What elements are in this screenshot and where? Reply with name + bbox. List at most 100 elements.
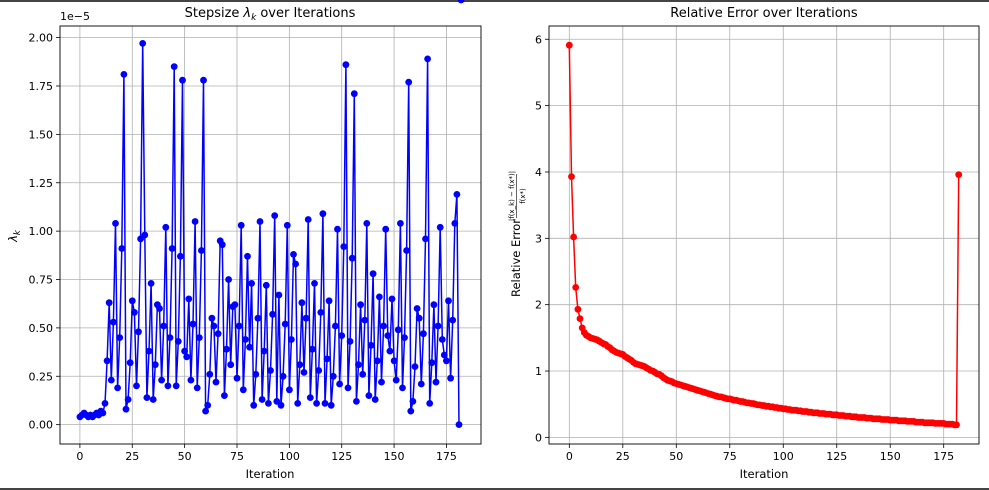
stepsize-data-point (420, 330, 427, 338)
stepsize-data-point (151, 361, 159, 369)
relative-error-x-tick-label: 0 (566, 450, 573, 463)
stepsize-data-point (195, 334, 203, 341)
stepsize-data-point (451, 220, 459, 227)
stepsize-data-point (206, 370, 214, 378)
stepsize-data-point (432, 378, 440, 386)
stepsize-data-point (438, 336, 446, 343)
stepsize-data-point (327, 401, 335, 409)
relative-error-ticks: 0 25 50 75 100 125 150 175 0 1 2 3 4 5 6 (535, 33, 954, 463)
stepsize-data-point (158, 376, 166, 384)
stepsize-data-point (392, 376, 400, 384)
stepsize-data-point (365, 392, 373, 399)
stepsize-data-point (174, 338, 182, 345)
relative-error-data-point (568, 173, 575, 181)
stepsize-data-point (185, 295, 193, 303)
stepsize-data-point (112, 220, 119, 227)
stepsize-data-point (407, 407, 415, 415)
stepsize-data-point (424, 55, 431, 63)
stepsize-data-point (191, 218, 199, 225)
stepsize-data-point (317, 309, 325, 316)
relative-error-data-point (576, 315, 584, 322)
stepsize-data-point (143, 394, 151, 401)
stepsize-data-point (114, 384, 121, 392)
stepsize-data-point (223, 345, 230, 353)
stepsize-data-point (252, 370, 260, 378)
relative-error-series-line (568, 45, 960, 426)
stepsize-data-point (447, 374, 454, 382)
stepsize-data-point (373, 357, 381, 365)
relative-error-y-axis-denominator: f(x*) (519, 188, 527, 204)
relative-error-data-point (572, 284, 580, 291)
stepsize-data-point (426, 400, 434, 407)
stepsize-data-point (237, 221, 245, 229)
stepsize-x-axis-label: Iteration (246, 467, 295, 481)
stepsize-data-point (254, 314, 262, 322)
relative-error-y-axis-numerator: |f(x_k) − f(x*)| (508, 171, 516, 221)
relative-error-y-axis-text: Relative Error (509, 219, 523, 297)
stepsize-data-point (346, 338, 354, 345)
stepsize-data-point (415, 314, 423, 322)
relative-error-chart: 0 25 50 75 100 125 150 175 0 1 2 3 4 5 6 Relative Erro… (508, 6, 980, 481)
stepsize-data-point (338, 332, 346, 339)
relative-error-title: Relative Error over Iterations (670, 6, 858, 21)
stepsize-data-point (168, 245, 176, 252)
stepsize-data-point (279, 372, 287, 380)
stepsize-data-point (147, 280, 155, 287)
relative-error-x-tick-label: 125 (826, 450, 847, 463)
relative-error-data-point (570, 233, 577, 241)
stepsize-data-point (390, 357, 398, 365)
stepsize-y-axis-subscript: k (13, 229, 23, 235)
stepsize-data-point (311, 280, 318, 287)
stepsize-data-point (231, 301, 239, 309)
stepsize-data-point (457, 0, 465, 4)
stepsize-data-point (357, 301, 364, 309)
stepsize-data-point (214, 330, 222, 338)
stepsize-y-tick-label: 1.00 (29, 225, 54, 238)
stepsize-data-point (204, 401, 212, 409)
stepsize-chart: 0 25 50 75 100 125 150 175 0.00 0.25 0.50 0.75 1.00 1… (6, 0, 482, 481)
stepsize-data-point (369, 270, 377, 278)
relative-error-data-point (565, 41, 573, 49)
stepsize-data-point (363, 220, 371, 227)
stepsize-data-point (198, 247, 205, 254)
stepsize-data-point (208, 314, 216, 322)
stepsize-data-point (262, 281, 270, 289)
relative-error-data-point (574, 305, 582, 313)
stepsize-data-point (445, 297, 452, 305)
stepsize-data-point (179, 76, 186, 84)
stepsize-data-point (128, 297, 136, 305)
stepsize-data-point (225, 276, 233, 283)
stepsize-data-point (355, 361, 362, 369)
stepsize-data-point (99, 409, 107, 417)
stepsize-data-point (281, 320, 289, 328)
stepsize-data-point (397, 220, 404, 227)
stepsize-data-point (212, 378, 220, 386)
stepsize-data-point (329, 372, 337, 380)
stepsize-data-point (309, 345, 316, 353)
stepsize-data-point (430, 301, 438, 309)
relative-error-y-tick-label: 5 (535, 100, 542, 113)
stepsize-data-point (283, 221, 291, 229)
stepsize-data-point (300, 369, 308, 376)
stepsize-data-point (160, 322, 168, 330)
stepsize-data-point (353, 398, 360, 405)
stepsize-data-point (120, 71, 128, 78)
relative-error-y-tick-label: 3 (535, 232, 542, 245)
stepsize-data-point (235, 322, 243, 330)
relative-error-y-tick-label: 2 (535, 299, 542, 312)
stepsize-data-point (248, 280, 256, 287)
stepsize-data-point (378, 378, 385, 386)
stepsize-data-point (258, 396, 266, 403)
stepsize-data-point (250, 401, 258, 409)
stepsize-data-point (394, 326, 402, 334)
stepsize-data-point (417, 380, 425, 388)
stepsize-data-point (221, 392, 228, 399)
stepsize-data-point (116, 334, 124, 341)
stepsize-title-main: Stepsize (185, 6, 240, 21)
stepsize-data-point (409, 398, 417, 405)
stepsize-data-point (384, 332, 392, 339)
relative-error-series (565, 41, 963, 429)
stepsize-data-point (181, 347, 189, 355)
stepsize-data-point (336, 380, 343, 388)
stepsize-y-axis-label: λk (6, 229, 23, 243)
